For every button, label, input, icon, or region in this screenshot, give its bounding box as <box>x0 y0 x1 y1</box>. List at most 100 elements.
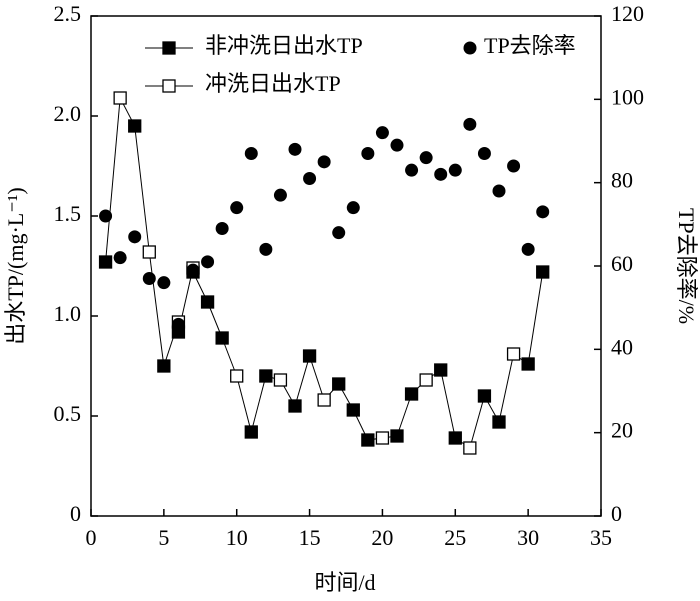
data-point <box>434 363 448 377</box>
connector-segment <box>134 125 150 253</box>
data-point <box>273 188 287 202</box>
connector-segment <box>148 251 165 367</box>
data-point <box>302 349 317 363</box>
data-point <box>521 242 535 256</box>
legend-label: 冲洗日出水TP <box>205 71 341 96</box>
y-tick-label: 1.5 <box>54 201 82 226</box>
x-tick-label: 35 <box>590 525 612 550</box>
data-point <box>128 119 142 133</box>
connector-segment <box>309 355 325 401</box>
y-tick-label: 2.5 <box>54 1 82 26</box>
data-point <box>215 331 229 345</box>
x-tick-label: 20 <box>371 525 393 550</box>
data-point <box>259 242 273 256</box>
x-tick-label: 5 <box>158 525 169 550</box>
data-point <box>288 399 302 413</box>
data-point <box>361 147 375 160</box>
data-point <box>390 138 404 152</box>
data-point <box>113 251 127 265</box>
x-tick-label: 0 <box>86 525 97 550</box>
data-point <box>405 163 419 177</box>
data-point <box>244 425 258 439</box>
connector-segment <box>440 369 456 439</box>
legend-label: 非冲洗日出水TP <box>205 33 363 58</box>
legend-marker <box>463 41 477 55</box>
x-tick-label: 30 <box>517 525 539 550</box>
data-point <box>346 403 360 417</box>
data-point <box>390 429 404 443</box>
y2-axis-title: TP去除率/% <box>674 208 699 324</box>
data-point <box>98 255 113 269</box>
data-point <box>346 201 360 215</box>
y2-tick-label: 0 <box>611 501 622 526</box>
data-point <box>230 201 244 215</box>
data-point <box>375 126 389 140</box>
legend-marker <box>162 41 176 55</box>
data-point <box>157 359 171 373</box>
x-tick-label: 15 <box>299 525 321 550</box>
data-point <box>317 155 331 169</box>
connector-segment <box>105 97 121 263</box>
data-point <box>288 142 302 156</box>
x-tick-label: 25 <box>444 525 466 550</box>
y-axis-title: 出水TP/(mg·L⁻¹) <box>3 187 28 345</box>
y-tick-label: 2.0 <box>54 101 82 126</box>
data-point <box>259 369 273 383</box>
data-point <box>142 272 156 285</box>
data-point <box>332 226 346 240</box>
x-axis-title: 时间/d <box>314 570 375 595</box>
connector-segment <box>294 355 311 407</box>
data-point <box>142 245 156 259</box>
y2-tick-label: 20 <box>611 418 633 443</box>
data-point <box>419 373 433 387</box>
data-point <box>507 159 521 173</box>
data-point <box>317 393 331 407</box>
data-point <box>463 117 477 131</box>
data-point <box>303 172 317 185</box>
data-point <box>273 373 288 387</box>
y2-tick-label: 40 <box>611 334 633 359</box>
y2-tick-label: 120 <box>611 1 644 26</box>
data-point <box>99 209 113 223</box>
data-point <box>521 357 535 371</box>
data-point <box>477 147 491 160</box>
x-tick-label: 10 <box>226 525 248 550</box>
connector-segment <box>236 375 252 433</box>
data-point <box>215 222 229 235</box>
data-point <box>186 263 200 277</box>
data-point <box>375 431 390 445</box>
data-point <box>492 415 506 429</box>
y-tick-label: 0 <box>70 501 81 526</box>
connector-segment <box>469 395 485 449</box>
data-point <box>448 163 462 177</box>
data-point <box>361 433 375 447</box>
data-point <box>200 295 215 309</box>
data-point <box>244 147 258 160</box>
legend-label: TP去除率 <box>484 33 576 58</box>
data-point <box>506 347 521 361</box>
connector-segment <box>250 375 267 433</box>
data-point <box>536 205 550 219</box>
y2-tick-label: 100 <box>611 84 644 109</box>
connector-segment <box>498 353 515 423</box>
y2-tick-label: 60 <box>611 251 633 276</box>
data-point <box>201 255 215 269</box>
data-point <box>492 184 506 198</box>
connector-segment <box>396 393 413 437</box>
data-point <box>404 387 419 401</box>
data-point <box>536 265 550 279</box>
data-point <box>463 441 477 455</box>
data-point <box>332 377 346 391</box>
data-point <box>434 167 448 181</box>
data-point <box>113 91 127 105</box>
data-point <box>448 431 462 445</box>
y2-tick-label: 80 <box>611 168 633 193</box>
data-point <box>230 369 244 383</box>
data-point <box>171 317 185 331</box>
data-point <box>157 276 171 290</box>
data-point <box>419 151 433 165</box>
y-tick-label: 1.0 <box>54 301 82 326</box>
y-tick-label: 0.5 <box>54 401 82 426</box>
data-point <box>128 230 142 244</box>
